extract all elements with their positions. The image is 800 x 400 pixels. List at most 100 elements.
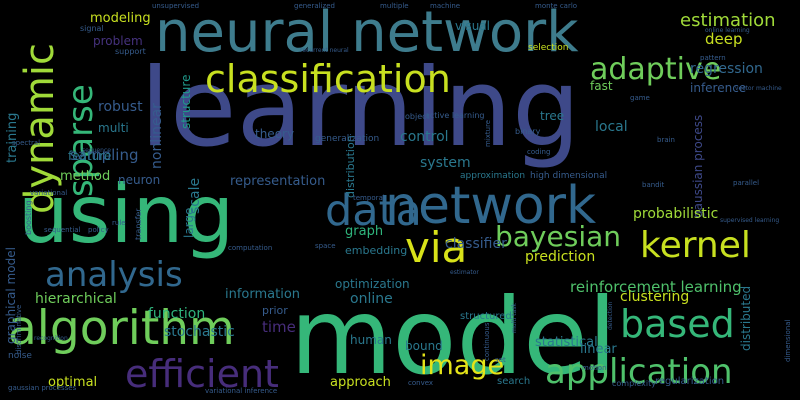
word-application: application <box>545 352 733 392</box>
word-generalized: generalized <box>294 2 335 10</box>
word-kernel: kernel <box>640 225 751 266</box>
word-regression: regression <box>690 61 763 77</box>
word-machine: machine <box>430 2 461 10</box>
word-gaussian-process: gaussian process <box>691 114 705 218</box>
word-space: space <box>315 242 336 250</box>
word-clustering: clustering <box>620 289 690 305</box>
word-robust: robust <box>98 99 143 115</box>
word-algorithm: algorithm <box>8 301 235 356</box>
word-multiple: multiple <box>380 2 409 10</box>
word-neuron: neuron <box>118 173 161 187</box>
word-rule: rule <box>112 219 126 227</box>
word-sampling: sampling <box>70 146 139 164</box>
word-search: search <box>497 376 531 387</box>
word-complexity: complexity <box>612 379 656 388</box>
word-structured: structured <box>460 311 512 322</box>
word-approximation: approximation <box>460 171 526 181</box>
word-training: training <box>5 112 20 164</box>
word-data: data <box>325 186 422 236</box>
word-supervised-learning: supervised learning <box>720 217 780 224</box>
word-object: object <box>405 112 430 121</box>
word-feature: feature <box>68 149 112 163</box>
word-game: game <box>630 94 650 102</box>
word-multi: multi <box>98 121 129 135</box>
word-support: support <box>115 47 146 56</box>
word-time: time <box>262 318 296 336</box>
word-learning: learning <box>140 46 581 171</box>
word-multi-task: multi task <box>511 303 518 333</box>
word-distribution: distribution <box>344 134 357 198</box>
word-prior: prior <box>262 304 288 317</box>
word-regularization: regularization <box>655 376 725 387</box>
word-variational: variational <box>30 189 68 197</box>
word-boosting: boosting <box>24 200 33 236</box>
word-optimal: optimal <box>48 375 98 390</box>
word-classifier: classifier <box>445 236 507 252</box>
word-model: model <box>290 276 617 398</box>
word-generalization: generalization <box>315 134 380 144</box>
word-local: local <box>595 119 628 135</box>
word-mixture: mixture <box>484 119 492 147</box>
word-via: via <box>405 223 468 272</box>
word-selection: selection <box>528 43 569 53</box>
word-noise: noise <box>8 351 32 361</box>
word-problem: problem <box>93 34 143 48</box>
word-linear: linear <box>580 342 617 357</box>
word-computation: computation <box>228 244 273 252</box>
word-nonlinear: nonlinear <box>149 103 165 170</box>
word-detection: detection <box>607 301 614 330</box>
word-sequence: sequence <box>82 147 111 154</box>
word-estimation: estimation <box>680 10 776 31</box>
word-discriminative: discriminative <box>15 304 23 354</box>
word-adaptive: adaptive <box>590 52 722 87</box>
word-approach: approach <box>330 375 391 390</box>
word-based: based <box>620 302 735 346</box>
word-using: using <box>18 168 235 261</box>
word-classification: classification <box>205 57 451 101</box>
word-neural-network: neural network <box>155 0 579 65</box>
word-graph: graph <box>345 224 384 239</box>
word-monte-carlo: monte carlo <box>535 2 578 10</box>
word-efficient: efficient <box>125 352 279 396</box>
word-parallel: parallel <box>733 179 760 187</box>
word-recurrent-neural: recurrent neural <box>300 47 349 54</box>
word-structure: structure <box>179 74 193 130</box>
word-continuous: continuous <box>483 322 491 361</box>
word-fast: fast <box>590 79 613 93</box>
word-gaussian-processes: gaussian processes <box>8 384 77 392</box>
word-control: control <box>400 129 449 145</box>
word-representation: representation <box>230 174 326 189</box>
word-embedding: embedding <box>345 244 408 257</box>
word-bayesian: bayesian <box>495 220 621 253</box>
word-pattern: pattern <box>700 54 726 62</box>
word-brain: brain <box>657 136 675 144</box>
word-hierarchical: hierarchical <box>35 291 117 307</box>
word-dimensional: dimensional <box>784 319 792 363</box>
word-online: online <box>350 291 393 307</box>
word-vector-machine: vector machine <box>735 85 782 92</box>
word-theory: theory <box>255 127 295 141</box>
word-information: information <box>225 287 301 302</box>
word-deep: deep <box>705 30 743 48</box>
word-variational-inference: variational inference <box>205 387 278 395</box>
word-estimator: estimator <box>450 269 479 276</box>
word-signal: signal <box>80 24 104 33</box>
word-statistical: statistical <box>535 335 598 350</box>
word-distributed: distributed <box>739 285 753 351</box>
word-motion: motion <box>582 364 607 372</box>
word-reinforcement-learning: reinforcement learning <box>570 278 742 296</box>
word-high-dimensional: high dimensional <box>530 171 608 181</box>
word-method: method <box>60 169 111 184</box>
word-function: function <box>148 306 206 322</box>
word-set: set <box>495 356 506 364</box>
word-large: large <box>182 207 196 238</box>
word-prediction: prediction <box>525 249 596 265</box>
word-bandit: bandit <box>642 181 665 189</box>
word-active-learning: active learning <box>425 111 485 120</box>
word-spectral: spectral <box>12 139 41 147</box>
word-probabilistic: probabilistic <box>633 206 719 222</box>
word-convex: convex <box>408 379 434 387</box>
word-bound: bound <box>405 339 443 353</box>
word-tree: tree <box>540 109 565 123</box>
